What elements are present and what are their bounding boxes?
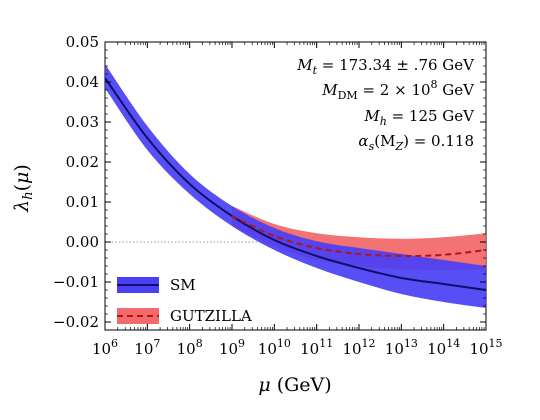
sm-uncertainty-band [105,64,486,308]
x-tick-label: 1011 [300,337,333,358]
gutzilla-legend-label: GUTZILLA [170,307,252,325]
y-tick-label: 0.01 [66,193,99,211]
sm-legend-label: SM [170,276,196,294]
x-tick-label: 107 [134,337,160,358]
x-tick-label: 1010 [258,337,291,358]
y-tick-label: 0.00 [66,233,99,251]
parameter-annotation: αs(MZ) = 0.118 [358,132,474,153]
parameter-annotation: MDM = 2 × 108 GeV [321,78,475,102]
gutzilla-central-line [231,215,487,258]
central-lines [104,77,487,291]
x-tick-label: 108 [177,337,203,358]
x-tick-label: 1014 [427,337,460,358]
legend: SM GUTZILLA [117,276,252,325]
gutzilla-uncertainty-band [232,206,486,270]
x-tick-label: 106 [92,337,118,358]
y-axis-label: λh(μ) [11,164,36,213]
y-tick-label: 0.05 [66,33,99,51]
y-tick-label: 0.02 [66,153,99,171]
sm-central-line [104,77,487,291]
x-tick-label: 1012 [342,337,375,358]
y-tick-label: −0.02 [53,313,99,331]
y-tick-label: 0.03 [66,113,99,131]
y-tick-label: 0.04 [66,73,99,91]
x-tick-label: 1015 [469,337,502,358]
parameter-annotation: Mh = 125 GeV [363,107,475,128]
uncertainty-bands [105,64,486,308]
y-tick-label: −0.01 [53,273,99,291]
parameter-annotation: Mt = 173.34 ± .76 GeV [296,56,475,77]
x-tick-label: 109 [219,337,245,358]
x-axis-label: μ (GeV) [258,374,331,396]
x-tick-label: 1013 [385,337,418,358]
axis-ticks: 0.05 0.04 0.03 0.02 0.01 0.00 −0.01 −0.02 106 107… [53,33,503,358]
